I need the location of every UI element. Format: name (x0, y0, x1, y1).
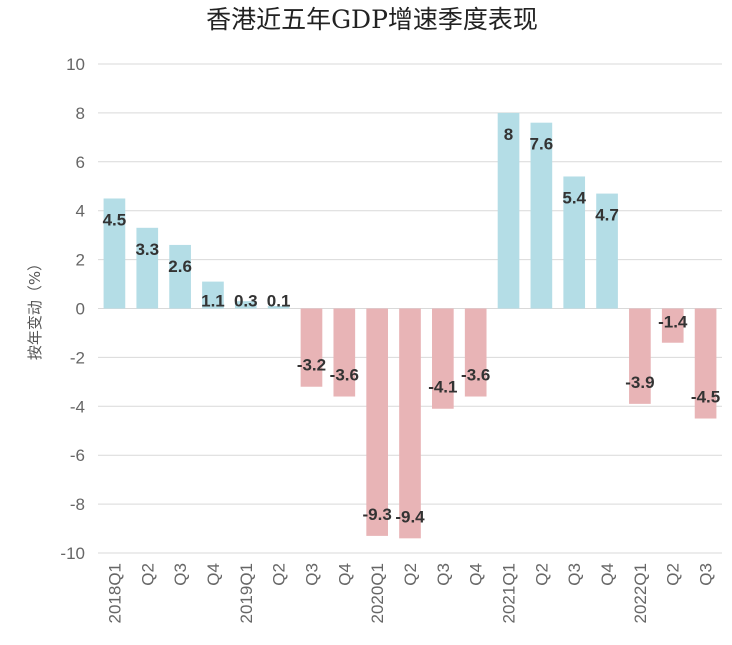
y-tick-label: -8 (70, 495, 85, 514)
bar-0 (103, 198, 126, 309)
bar-7 (333, 308, 356, 397)
bar-16 (629, 308, 651, 404)
chart-title: 香港近五年GDP增速季度表现 (206, 5, 538, 34)
x-tick-label: 2018Q1 (105, 563, 124, 624)
data-label: -9.3 (363, 505, 392, 524)
x-tick-label: Q4 (335, 563, 354, 586)
data-label: 4.5 (103, 210, 127, 229)
bar-6 (300, 308, 323, 387)
bar-18 (694, 308, 717, 419)
data-label: -3.9 (625, 373, 654, 392)
x-tick-label: Q3 (565, 563, 584, 586)
bar-12 (497, 112, 520, 309)
data-label: -3.2 (297, 356, 326, 375)
y-tick-label: 10 (66, 55, 85, 74)
data-label: 4.7 (595, 206, 619, 225)
data-label: 2.6 (168, 257, 192, 276)
data-label: 8 (504, 125, 513, 144)
bar-13 (530, 122, 553, 309)
bar-11 (464, 308, 487, 397)
x-tick-label: 2022Q1 (631, 563, 650, 624)
data-label: -3.6 (330, 366, 359, 385)
y-tick-label: 2 (76, 251, 85, 270)
y-tick-label: -10 (60, 544, 85, 563)
data-label: 0.3 (234, 292, 258, 311)
y-axis-ticks: 10 8 6 4 2 0 -2 -4 -6 -8 -10 (60, 55, 85, 563)
data-label: -3.6 (461, 366, 490, 385)
bar-15 (596, 193, 618, 309)
x-axis-ticks: 2018Q1 Q2 Q3 Q4 2019Q1 Q2 Q3 Q4 2020Q1 Q2 Q3 Q4 2021… (105, 563, 715, 624)
bar-5 (267, 306, 290, 309)
x-tick-label: Q2 (401, 563, 420, 586)
bar-9 (399, 308, 421, 539)
bar-1 (136, 227, 159, 309)
x-tick-label: Q4 (204, 563, 223, 586)
data-label: 0.1 (267, 292, 291, 311)
data-label: 1.1 (201, 292, 225, 311)
x-tick-label: Q3 (302, 563, 321, 586)
bar-17 (661, 308, 684, 343)
bar-3 (202, 281, 224, 309)
data-label: -4.1 (428, 378, 457, 397)
x-tick-label: Q2 (138, 563, 157, 586)
y-axis-label: 按年变动（%） (26, 256, 44, 360)
bar-8 (366, 308, 388, 536)
x-tick-label: Q2 (664, 563, 683, 586)
y-tick-label: -4 (70, 397, 85, 416)
data-label: 5.4 (562, 188, 586, 207)
bar-14 (563, 176, 586, 309)
x-tick-label: Q3 (697, 563, 716, 586)
x-tick-label: 2019Q1 (237, 563, 256, 624)
x-tick-label: Q2 (270, 563, 289, 586)
x-tick-label: Q3 (171, 563, 190, 586)
bars (103, 112, 717, 539)
bar-2 (169, 244, 191, 309)
y-tick-label: 8 (76, 104, 85, 123)
x-tick-label: 2020Q1 (368, 563, 387, 624)
x-tick-label: Q4 (467, 563, 486, 586)
y-tick-label: 0 (76, 300, 85, 319)
data-label: 7.6 (530, 135, 554, 154)
y-tick-label: 6 (76, 153, 85, 172)
x-tick-label: Q4 (598, 563, 617, 586)
y-tick-label: -2 (70, 348, 85, 367)
data-label: -9.4 (395, 507, 425, 526)
bar-10 (432, 308, 454, 409)
data-label: 3.3 (135, 240, 159, 259)
bar-4 (234, 301, 257, 309)
x-tick-label: 2021Q1 (500, 563, 519, 624)
y-tick-label: 4 (76, 202, 85, 221)
x-tick-label: Q2 (532, 563, 551, 586)
data-label: -1.4 (658, 313, 688, 332)
data-labels: 4.53.32.61.1 0.3 0.1-3.2-3.6-9.3 -9.4-4.1-3… (103, 125, 721, 526)
data-label: -4.5 (691, 388, 720, 407)
y-tick-label: -6 (70, 446, 85, 465)
x-tick-label: Q3 (434, 563, 453, 586)
